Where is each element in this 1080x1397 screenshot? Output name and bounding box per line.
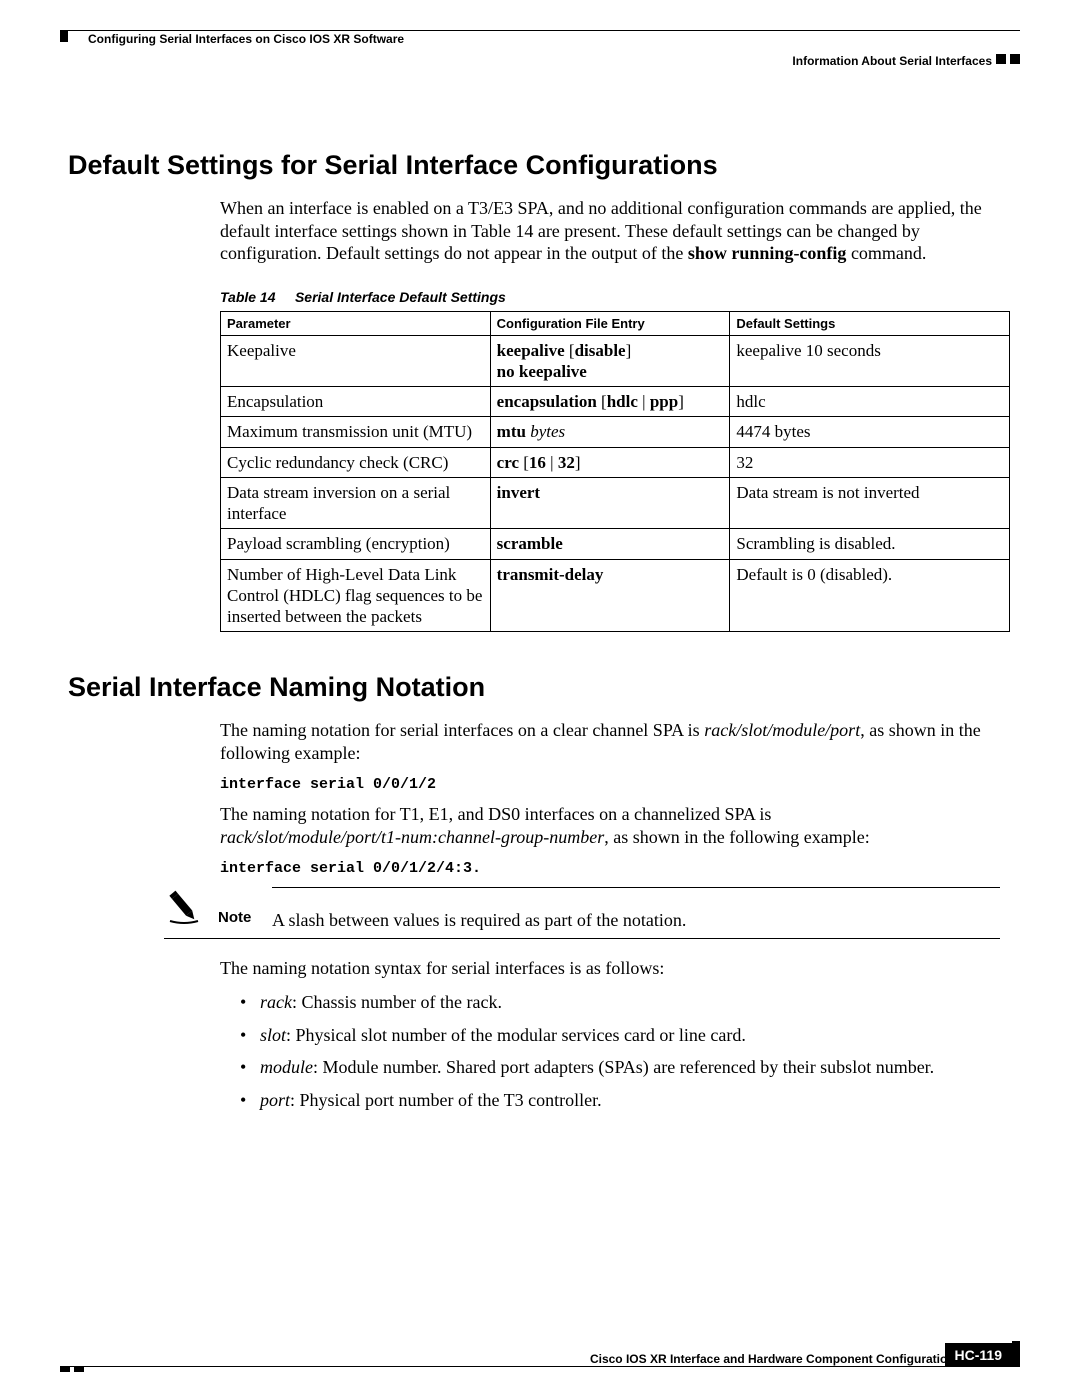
page-header: Configuring Serial Interfaces on Cisco I… — [60, 30, 1020, 90]
table-row: Encapsulation encapsulation [hdlc | ppp]… — [221, 387, 1010, 417]
corner-mark-bottom-right — [1012, 1341, 1020, 1367]
note-text: A slash between values is required as pa… — [272, 887, 1000, 932]
table-reference-link[interactable]: Table 14 — [471, 221, 533, 241]
paragraph-default-settings-intro: When an interface is enabled on a T3/E3 … — [220, 197, 1000, 265]
page-footer: Cisco IOS XR Interface and Hardware Comp… — [60, 1366, 1020, 1367]
col-header-config-entry: Configuration File Entry — [490, 311, 730, 335]
cell-config-entry: mtu bytes — [490, 417, 730, 447]
heading-default-settings: Default Settings for Serial Interface Co… — [68, 150, 1020, 181]
table-row: Data stream inversion on a serial interf… — [221, 477, 1010, 529]
table-caption: Table 14 Serial Interface Default Settin… — [220, 289, 1020, 305]
list-item: rack: Chassis number of the rack. — [240, 991, 1000, 1014]
page-number: HC-119 — [945, 1343, 1012, 1367]
cell-default: 32 — [730, 447, 1010, 477]
table-serial-interface-defaults: Parameter Configuration File Entry Defau… — [220, 311, 1010, 633]
paragraph-naming-syntax-intro: The naming notation syntax for serial in… — [220, 957, 1000, 980]
list-item: module: Module number. Shared port adapt… — [240, 1056, 1000, 1079]
footer-guide-title: Cisco IOS XR Interface and Hardware Comp… — [60, 1352, 992, 1366]
cell-default: hdlc — [730, 387, 1010, 417]
cell-parameter: Maximum transmission unit (MTU) — [221, 417, 491, 447]
cell-parameter: Keepalive — [221, 335, 491, 387]
note-block: Note A slash between values is required … — [164, 887, 1000, 939]
table-header-row: Parameter Configuration File Entry Defau… — [221, 311, 1010, 335]
bullet-list-naming-syntax: rack: Chassis number of the rack. slot: … — [240, 991, 1000, 1111]
cell-default: Data stream is not inverted — [730, 477, 1010, 529]
header-section-title: Information About Serial Interfaces — [792, 54, 992, 68]
col-header-default-settings: Default Settings — [730, 311, 1010, 335]
cell-default: 4474 bytes — [730, 417, 1010, 447]
cell-parameter: Payload scrambling (encryption) — [221, 529, 491, 559]
cell-parameter: Encapsulation — [221, 387, 491, 417]
cell-parameter: Data stream inversion on a serial interf… — [221, 477, 491, 529]
cell-config-entry: encapsulation [hdlc | ppp] — [490, 387, 730, 417]
list-item: slot: Physical slot number of the modula… — [240, 1024, 1000, 1047]
table-row: Cyclic redundancy check (CRC) crc [16 | … — [221, 447, 1010, 477]
list-item: port: Physical port number of the T3 con… — [240, 1089, 1000, 1112]
pencil-icon — [164, 887, 204, 927]
table-row: Keepalive keepalive [disable] no keepali… — [221, 335, 1010, 387]
cell-default: keepalive 10 seconds — [730, 335, 1010, 387]
cell-parameter: Number of High-Level Data Link Control (… — [221, 559, 491, 632]
cell-config-entry: scramble — [490, 529, 730, 559]
corner-mark-top-left — [60, 30, 68, 42]
header-chapter-title: Configuring Serial Interfaces on Cisco I… — [88, 32, 404, 46]
table-row: Payload scrambling (encryption) scramble… — [221, 529, 1010, 559]
table-row: Number of High-Level Data Link Control (… — [221, 559, 1010, 632]
cell-default: Scrambling is disabled. — [730, 529, 1010, 559]
command-show-running-config: show running-config — [688, 243, 847, 263]
cell-parameter: Cyclic redundancy check (CRC) — [221, 447, 491, 477]
col-header-parameter: Parameter — [221, 311, 491, 335]
code-example-clear-channel: interface serial 0/0/1/2 — [220, 776, 1020, 793]
note-label: Note — [218, 887, 258, 926]
code-example-channelized: interface serial 0/0/1/2/4:3. — [220, 860, 1020, 877]
header-decoration-squares — [996, 54, 1020, 64]
cell-config-entry: transmit-delay — [490, 559, 730, 632]
cell-config-entry: invert — [490, 477, 730, 529]
table-row: Maximum transmission unit (MTU) mtu byte… — [221, 417, 1010, 447]
paragraph-naming-channelized: The naming notation for T1, E1, and DS0 … — [220, 803, 1000, 848]
cell-config-entry: keepalive [disable] no keepalive — [490, 335, 730, 387]
heading-naming-notation: Serial Interface Naming Notation — [68, 672, 1020, 703]
cell-default: Default is 0 (disabled). — [730, 559, 1010, 632]
paragraph-naming-clear-channel: The naming notation for serial interface… — [220, 719, 1000, 764]
cell-config-entry: crc [16 | 32] — [490, 447, 730, 477]
